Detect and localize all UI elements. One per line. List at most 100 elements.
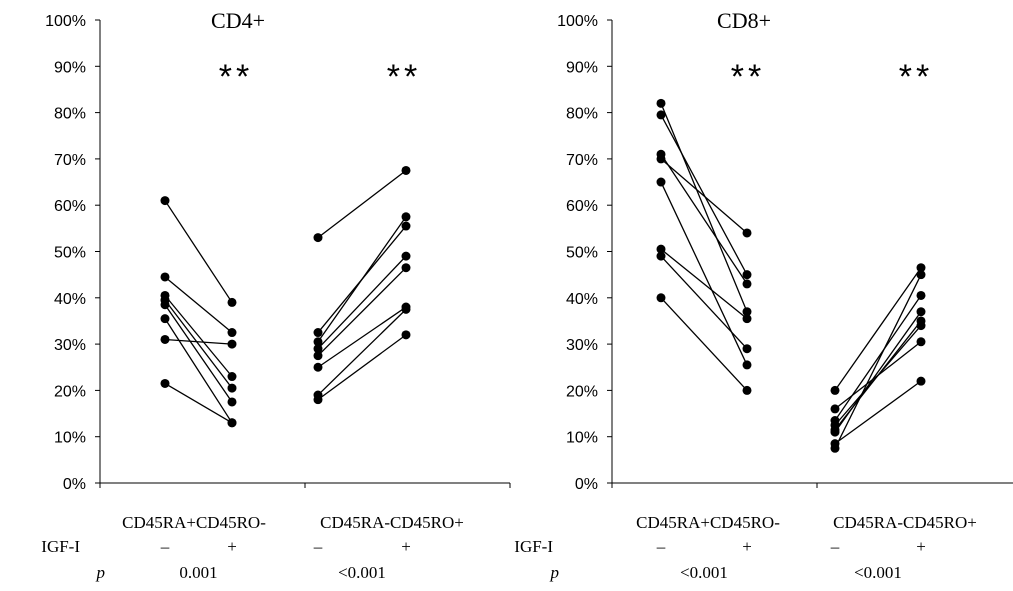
y-tick-label: 40%	[566, 291, 598, 308]
y-tick-label: 0%	[575, 476, 598, 493]
significance-marker: **	[387, 58, 421, 96]
data-point-before	[313, 337, 323, 347]
chart-title: CD4+	[211, 8, 265, 33]
group-label: CD45RA+CD45RO-	[122, 513, 266, 532]
pair-line	[834, 295, 922, 421]
data-point-after	[742, 279, 752, 289]
pair-line	[317, 267, 407, 357]
data-point-after	[227, 328, 237, 338]
pair-line	[660, 248, 748, 320]
group-label: CD45RA-CD45RO+	[320, 513, 464, 532]
pair-line	[164, 382, 233, 424]
data-point-after	[742, 228, 752, 238]
data-point-before	[313, 344, 323, 354]
igf-minus: –	[313, 537, 323, 556]
data-point-after	[916, 270, 926, 280]
y-tick-label: 90%	[566, 59, 598, 76]
y-tick-label: 10%	[54, 430, 86, 447]
data-point-after	[742, 360, 752, 370]
p-value: <0.001	[338, 563, 386, 582]
igf-plus: +	[401, 537, 411, 556]
igf-minus: –	[656, 537, 666, 556]
pair-line	[164, 276, 233, 334]
pair-line	[660, 114, 748, 275]
pair-line	[660, 181, 748, 366]
data-point-after	[916, 263, 926, 273]
p-row-label: p	[550, 563, 560, 582]
pair-line	[164, 304, 233, 403]
data-point-after	[227, 372, 237, 382]
igf-row-label: IGF-I	[514, 537, 553, 556]
igf-row-label: IGF-I	[41, 537, 80, 556]
data-point-before	[160, 272, 170, 282]
significance-marker: **	[899, 58, 933, 96]
igf-minus: –	[160, 537, 170, 556]
data-point-before	[656, 251, 666, 261]
data-point-after	[227, 397, 237, 407]
data-point-before	[313, 395, 323, 405]
pair-line	[164, 338, 233, 345]
y-tick-label: 100%	[557, 13, 598, 30]
p-value: 0.001	[179, 563, 217, 582]
data-point-after	[742, 270, 752, 280]
significance-marker: **	[219, 58, 253, 96]
y-tick-label: 40%	[54, 291, 86, 308]
pair-line	[317, 255, 407, 350]
pair-line	[164, 318, 233, 424]
data-point-after	[401, 304, 411, 314]
data-point-before	[160, 196, 170, 206]
pair-line	[317, 334, 407, 401]
y-tick-label: 70%	[566, 152, 598, 169]
pair-line	[164, 299, 233, 389]
data-point-after	[227, 297, 237, 307]
y-tick-label: 20%	[54, 383, 86, 400]
igf-plus: +	[742, 537, 752, 556]
data-point-before	[656, 154, 666, 164]
data-point-after	[916, 337, 926, 347]
y-tick-label: 10%	[566, 430, 598, 447]
y-tick-label: 50%	[566, 245, 598, 262]
y-tick-label: 30%	[54, 337, 86, 354]
data-point-before	[313, 328, 323, 338]
y-tick-label: 30%	[566, 337, 598, 354]
pair-line	[317, 169, 407, 239]
igf-plus: +	[916, 537, 926, 556]
igf-plus: +	[227, 537, 237, 556]
data-point-before	[656, 293, 666, 303]
data-point-after	[401, 165, 411, 175]
group-label: CD45RA-CD45RO+	[833, 513, 977, 532]
data-point-after	[401, 251, 411, 261]
data-point-before	[160, 334, 170, 344]
y-tick-label: 70%	[54, 152, 86, 169]
data-point-before	[313, 351, 323, 361]
data-point-after	[742, 307, 752, 317]
data-point-before	[160, 300, 170, 310]
pair-line	[164, 295, 233, 377]
p-value: <0.001	[854, 563, 902, 582]
data-point-before	[160, 314, 170, 324]
data-point-before	[830, 427, 840, 437]
y-tick-label: 80%	[566, 106, 598, 123]
data-point-before	[313, 233, 323, 243]
pair-line	[660, 158, 748, 234]
data-point-after	[916, 307, 926, 317]
data-point-after	[742, 385, 752, 395]
pair-line	[660, 103, 748, 312]
data-point-after	[227, 418, 237, 428]
y-tick-label: 90%	[54, 59, 86, 76]
pair-line	[660, 153, 748, 285]
pair-line	[834, 311, 922, 433]
data-point-after	[227, 339, 237, 349]
pair-line	[834, 267, 922, 391]
data-point-after	[916, 290, 926, 300]
data-point-before	[830, 385, 840, 395]
data-point-after	[916, 316, 926, 326]
igf-minus: –	[830, 537, 840, 556]
data-point-after	[401, 221, 411, 231]
chart-title: CD8+	[717, 8, 771, 33]
pair-line	[660, 255, 748, 350]
data-point-before	[656, 98, 666, 108]
y-tick-label: 20%	[566, 383, 598, 400]
data-point-before	[313, 362, 323, 372]
